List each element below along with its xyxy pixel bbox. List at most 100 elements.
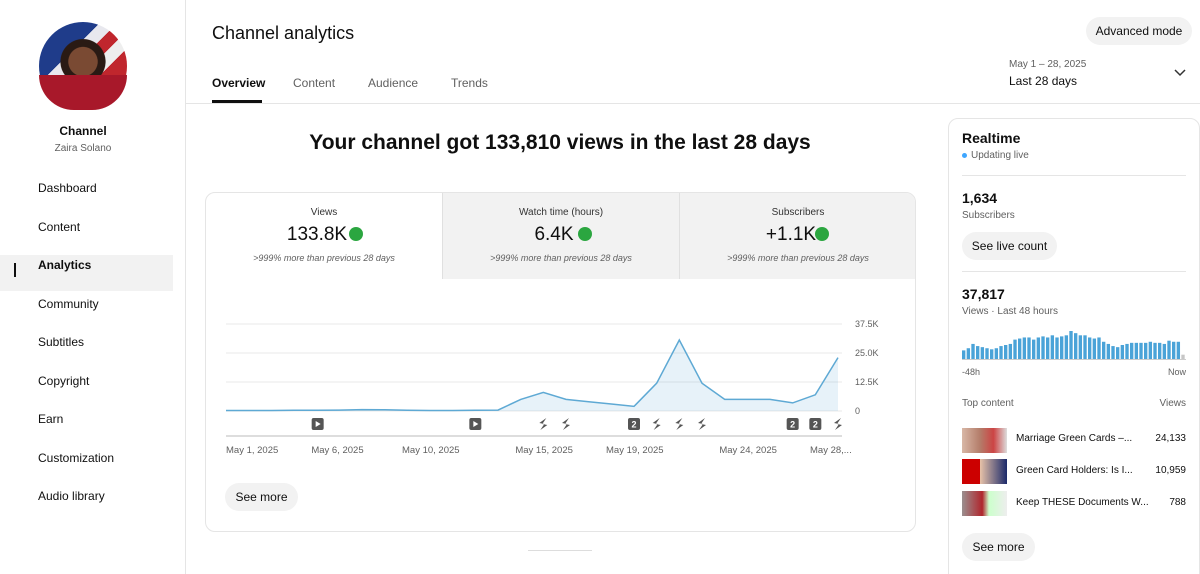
period[interactable]: Last 28 days bbox=[1009, 74, 1078, 88]
x-tick-label: May 10, 2025 bbox=[402, 445, 460, 456]
chevron[interactable] bbox=[1173, 68, 1187, 78]
metric-separator bbox=[442, 193, 443, 279]
nav-item[interactable]: Dashboard bbox=[38, 181, 97, 195]
bar bbox=[980, 347, 985, 359]
bar bbox=[1120, 345, 1125, 359]
x-tick-label: May 19, 2025 bbox=[606, 445, 664, 456]
bar bbox=[1158, 342, 1162, 359]
bar bbox=[1111, 346, 1115, 359]
x-tick-label: May 24, 2025 bbox=[719, 445, 777, 456]
thumbnail[interactable] bbox=[962, 428, 1007, 453]
bar bbox=[1060, 336, 1064, 359]
y-tick-label: 0 bbox=[855, 406, 860, 416]
divider bbox=[185, 103, 1200, 104]
x-tick-label: May 6, 2025 bbox=[311, 445, 363, 456]
badge-label: 2 bbox=[813, 420, 818, 430]
item-title[interactable]: Green Card Holders: Is I... bbox=[1016, 465, 1133, 476]
x-tick-label: May 28,... bbox=[810, 445, 852, 456]
short-icon bbox=[652, 418, 661, 430]
bar bbox=[999, 346, 1003, 359]
metric-note: >999% more than previous 28 days bbox=[253, 253, 395, 263]
nav-item[interactable]: Community bbox=[38, 296, 99, 311]
axis-start: -48h bbox=[962, 367, 981, 377]
tab[interactable]: Audience bbox=[368, 76, 419, 90]
headline: Your channel got 133,810 views in the la… bbox=[309, 131, 811, 154]
bar bbox=[1162, 343, 1167, 359]
thumbnail[interactable] bbox=[962, 459, 1007, 484]
bar bbox=[1148, 341, 1153, 359]
y-tick-label: 25.0K bbox=[855, 348, 879, 358]
bar bbox=[1022, 337, 1027, 359]
short-icon bbox=[834, 418, 842, 430]
metric-label[interactable]: Views bbox=[310, 207, 338, 218]
metric-separator bbox=[679, 193, 680, 279]
metric-label[interactable]: Subscribers bbox=[771, 207, 825, 218]
page-title: Channel analytics bbox=[212, 23, 355, 43]
nav-item[interactable]: Customization bbox=[38, 450, 115, 465]
metric-value[interactable]: 133.8K bbox=[286, 224, 348, 245]
axis-end: Now bbox=[1167, 367, 1186, 377]
divider bbox=[962, 175, 1186, 176]
nav-item[interactable]: Earn bbox=[38, 412, 64, 426]
thumbnail[interactable] bbox=[962, 491, 1007, 516]
tab[interactable]: Content bbox=[293, 76, 336, 90]
live-dot bbox=[962, 153, 967, 158]
item-views: 788 bbox=[1169, 497, 1186, 508]
bar bbox=[1139, 342, 1143, 359]
bar bbox=[1088, 337, 1092, 359]
nav-item[interactable]: Analytics bbox=[38, 258, 92, 272]
nav-item[interactable]: Copyright bbox=[38, 373, 90, 388]
short-icon bbox=[562, 418, 570, 430]
bar bbox=[1102, 341, 1106, 359]
bar bbox=[1046, 337, 1050, 359]
item-title[interactable]: Marriage Green Cards –... bbox=[1016, 433, 1133, 444]
nav-item[interactable]: Subtitles bbox=[38, 335, 85, 349]
short-icon bbox=[698, 418, 706, 430]
subscriber-count: 1,634 bbox=[962, 190, 998, 206]
x-tick-label: May 15, 2025 bbox=[515, 445, 573, 456]
badge-label: 2 bbox=[631, 420, 636, 430]
bar bbox=[1125, 343, 1129, 359]
badge-label: 2 bbox=[790, 420, 795, 430]
realtime-views-label: Views · Last 48 hours bbox=[962, 306, 1058, 317]
item-title[interactable]: Keep THESE Documents W... bbox=[1016, 497, 1149, 508]
bar bbox=[1050, 335, 1055, 359]
realtime-title: Realtime bbox=[962, 130, 1021, 146]
see-more-button[interactable]: See more bbox=[225, 483, 298, 511]
metric-label[interactable]: Watch time (hours) bbox=[518, 207, 604, 218]
realtime-see-more[interactable]: See more bbox=[962, 533, 1035, 561]
tab[interactable]: Overview bbox=[212, 76, 266, 90]
video-icon bbox=[473, 421, 479, 427]
bar bbox=[1144, 342, 1148, 359]
video-icon bbox=[315, 421, 321, 427]
badge bbox=[628, 418, 640, 430]
metric-value[interactable]: +1.1K bbox=[765, 224, 817, 245]
tab[interactable]: Trends bbox=[451, 76, 488, 90]
item-views: 24,133 bbox=[1155, 433, 1186, 444]
bar bbox=[1036, 337, 1041, 359]
bar bbox=[1092, 338, 1097, 359]
live-count-button[interactable]: See live count bbox=[962, 232, 1057, 260]
line-area bbox=[226, 340, 838, 411]
bar bbox=[1032, 339, 1036, 359]
nav-item[interactable]: Content bbox=[38, 219, 81, 234]
scroll-hint bbox=[528, 550, 592, 551]
metric-value[interactable]: 6.4K bbox=[534, 224, 574, 245]
metric-note: >999% more than previous 28 days bbox=[727, 253, 869, 263]
nav-item[interactable]: Audio library bbox=[38, 489, 105, 503]
y-tick-label: 37.5K bbox=[855, 319, 879, 329]
bar bbox=[976, 346, 980, 359]
bar bbox=[1097, 337, 1101, 359]
bar bbox=[1134, 342, 1139, 359]
bar bbox=[1064, 335, 1069, 359]
advanced-mode-button[interactable]: Advanced mode bbox=[1086, 17, 1192, 45]
bar bbox=[1130, 342, 1134, 359]
bar bbox=[1083, 335, 1087, 359]
bar bbox=[990, 349, 994, 359]
date-range[interactable]: May 1 – 28, 2025 bbox=[1009, 59, 1087, 70]
bar bbox=[971, 343, 975, 359]
bar bbox=[1106, 343, 1111, 359]
short-icon bbox=[539, 418, 548, 430]
bar bbox=[962, 350, 966, 359]
bar bbox=[1153, 342, 1157, 359]
